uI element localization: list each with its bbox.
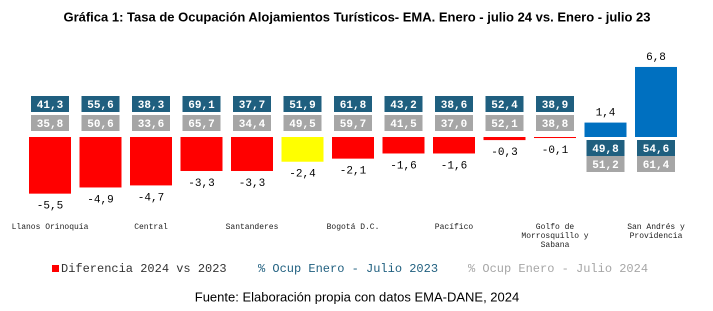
value-box-label: 38,3: [138, 100, 165, 112]
value-box-label: 59,7: [340, 119, 366, 131]
bar: [534, 137, 576, 139]
bar-value-label: 6,8: [646, 52, 666, 64]
value-box: [233, 96, 271, 112]
bar: [584, 122, 627, 137]
value-box: [334, 96, 372, 112]
bar-value-label: -2,1: [340, 166, 367, 178]
source-note: Fuente: Elaboración propia con datos EMA…: [195, 289, 519, 304]
bar: [382, 137, 425, 154]
value-box: [637, 140, 675, 156]
bar-value-label: -4,9: [87, 194, 113, 206]
value-box-label: 61,8: [340, 100, 367, 112]
value-box: [435, 96, 473, 112]
bar-value-label: 1,4: [596, 107, 616, 119]
bar-value-label: -1,6: [390, 160, 416, 172]
value-box: [182, 96, 221, 112]
x-tick-label: Llanos Orinoquía: [11, 223, 89, 232]
x-tick-label: Bogotá D.C.: [326, 223, 380, 232]
value-box-label: 61,4: [643, 160, 670, 172]
value-box: [435, 115, 473, 131]
value-box-label: 38,8: [542, 119, 569, 131]
bar-value-label: -5,5: [37, 201, 63, 213]
value-box-label: 65,7: [188, 119, 214, 131]
bar-value-label: -2,4: [289, 169, 316, 181]
value-box-label: 52,1: [491, 119, 518, 131]
bar: [79, 137, 122, 188]
x-tick-label: Pacífico: [434, 223, 474, 232]
value-box-label: 37,7: [239, 100, 265, 112]
bar: [635, 66, 677, 137]
value-box-label: 34,4: [239, 119, 266, 131]
value-box: [586, 140, 625, 156]
value-box-label: 49,8: [592, 144, 619, 156]
value-box-label: 69,1: [188, 100, 215, 112]
value-box: [536, 96, 574, 112]
value-box: [81, 96, 120, 112]
legend-label: Diferencia 2024 vs 2023: [61, 262, 227, 276]
legend-swatch: [52, 265, 59, 272]
value-box: [31, 115, 69, 131]
value-box-label: 54,6: [643, 144, 669, 156]
value-box-label: 38,6: [441, 100, 467, 112]
bar-value-label: -0,1: [542, 145, 569, 157]
x-tick-label: Santanderes: [225, 223, 279, 232]
value-box-label: 55,6: [87, 100, 113, 112]
x-tick-label: Central: [134, 223, 168, 232]
bar-value-label: -4,7: [138, 192, 164, 204]
value-box: [132, 115, 170, 131]
value-box: [485, 115, 524, 131]
value-box: [283, 115, 322, 131]
bar: [130, 137, 172, 186]
bar: [332, 137, 374, 159]
value-box-label: 37,0: [441, 119, 467, 131]
bar: [433, 137, 475, 154]
value-box: [384, 115, 423, 131]
x-tick-label: Golfo de Morrosquillo y Sabana: [521, 223, 589, 250]
value-box-label: 33,6: [138, 119, 164, 131]
x-tick-label: San Andrés y Providencia: [627, 223, 685, 241]
value-box: [637, 156, 675, 172]
bar-value-label: -3,3: [239, 178, 265, 190]
value-box: [485, 96, 524, 112]
bar: [281, 137, 324, 162]
value-box: [384, 96, 423, 112]
value-box-label: 38,9: [542, 100, 568, 112]
value-box: [31, 96, 69, 112]
value-box-label: 51,2: [592, 160, 618, 172]
value-box-label: 41,3: [37, 100, 64, 112]
legend-label: % Ocup Enero - Julio 2023: [258, 262, 438, 276]
bar: [483, 137, 526, 141]
value-box-label: 52,4: [491, 100, 518, 112]
value-box-label: 43,2: [390, 100, 416, 112]
bar: [29, 137, 71, 194]
value-box-label: 51,9: [289, 100, 315, 112]
value-box: [132, 96, 170, 112]
value-box: [586, 156, 625, 172]
value-box-label: 41,5: [390, 119, 417, 131]
value-box: [536, 115, 574, 131]
bar: [231, 137, 273, 171]
value-box-label: 35,8: [37, 119, 64, 131]
bar-value-label: -0,3: [491, 147, 517, 159]
value-box-label: 50,6: [87, 119, 113, 131]
value-box: [233, 115, 271, 131]
legend-label: % Ocup Enero - Julio 2024: [468, 262, 648, 276]
bar: [180, 137, 223, 171]
value-box: [81, 115, 120, 131]
value-box-label: 49,5: [289, 119, 316, 131]
value-box: [182, 115, 221, 131]
value-box: [334, 115, 372, 131]
bar-value-label: -1,6: [441, 160, 467, 172]
bar-value-label: -3,3: [188, 178, 214, 190]
chart-title: Gráfica 1: Tasa de Ocupación Alojamiento…: [63, 9, 650, 24]
value-box: [283, 96, 322, 112]
